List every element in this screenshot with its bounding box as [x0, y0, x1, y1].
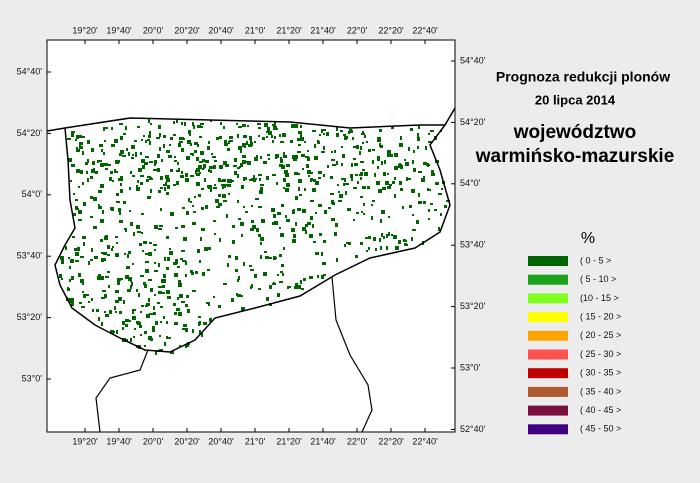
legend-swatch — [528, 405, 568, 416]
x-axis-label: 20°0' — [143, 436, 164, 446]
x-axis-label: 20°40' — [208, 25, 234, 35]
legend-label: ( 35 - 40 > — [580, 386, 621, 396]
legend-title: % — [581, 230, 595, 247]
region-name: warmińsko-mazurskie — [475, 146, 675, 167]
legend-swatch — [528, 274, 568, 285]
x-axis-label: 19°40' — [106, 436, 132, 446]
y-axis-label: 53°0' — [460, 362, 481, 372]
y-axis-label: 54°40' — [17, 66, 43, 76]
legend-label: ( 30 - 35 > — [580, 368, 621, 378]
legend-swatch — [528, 312, 568, 323]
legend-swatch — [528, 293, 568, 304]
legend-swatch — [528, 368, 568, 379]
x-axis-label: 21°40' — [310, 436, 336, 446]
y-axis-label: 54°40' — [460, 55, 486, 65]
legend-label: ( 0 - 5 > — [580, 255, 611, 265]
x-axis-label: 21°20' — [276, 436, 302, 446]
x-axis-label: 22°20' — [378, 25, 404, 35]
x-axis-label: 20°20' — [174, 25, 200, 35]
map-title: Prognoza redukcji plonów — [496, 69, 670, 85]
legend-swatch — [528, 424, 568, 435]
y-axis-label: 53°40' — [460, 240, 486, 250]
legend-label: ( 25 - 30 > — [580, 349, 621, 359]
x-axis-label: 21°0' — [245, 436, 266, 446]
border-line — [331, 276, 373, 433]
x-axis-label: 22°40' — [412, 25, 438, 35]
x-axis-label: 20°0' — [143, 25, 164, 35]
legend-label: ( 20 - 25 > — [580, 330, 621, 340]
legend-label: ( 40 - 45 > — [580, 405, 621, 415]
legend-label: (10 - 15 > — [580, 293, 619, 303]
x-axis-label: 19°20' — [72, 25, 98, 35]
x-axis-label: 21°0' — [245, 25, 266, 35]
x-axis-label: 20°20' — [174, 436, 200, 446]
legend-swatch — [528, 349, 568, 360]
y-axis-label: 53°40' — [17, 251, 43, 261]
x-axis-label: 22°0' — [347, 436, 368, 446]
legend-label: ( 5 - 10 > — [580, 274, 616, 284]
x-axis-label: 21°20' — [276, 25, 302, 35]
x-axis-label: 19°20' — [72, 436, 98, 446]
border-line — [444, 107, 456, 126]
region-border — [54, 117, 451, 353]
legend-label: ( 15 - 20 > — [580, 311, 621, 321]
y-axis-label: 52°40' — [460, 424, 486, 434]
y-axis-label: 54°0' — [460, 178, 481, 188]
region-layer — [46, 107, 456, 433]
legend-label: ( 45 - 50 > — [580, 424, 621, 434]
x-axis-label: 22°0' — [347, 25, 368, 35]
crop-pixels — [59, 119, 450, 355]
x-axis-label: 21°40' — [310, 25, 336, 35]
y-axis-label: 53°20' — [17, 312, 43, 322]
x-axis-label: 19°40' — [106, 25, 132, 35]
y-axis-label: 53°20' — [460, 301, 486, 311]
legend-swatch — [528, 386, 568, 397]
x-axis-label: 22°20' — [378, 436, 404, 446]
region-name: województwo — [513, 122, 636, 143]
legend-swatch — [528, 256, 568, 266]
y-axis-label: 54°0' — [22, 189, 43, 199]
x-axis-label: 20°40' — [208, 436, 234, 446]
coast-line — [46, 127, 66, 132]
y-axis-label: 54°20' — [17, 128, 43, 138]
y-axis-label: 54°20' — [460, 117, 486, 127]
x-axis-label: 22°40' — [412, 436, 438, 446]
border-line — [95, 349, 149, 433]
legend-swatch — [528, 330, 568, 341]
y-axis-label: 53°0' — [22, 373, 43, 383]
map-date: 20 lipca 2014 — [535, 92, 616, 107]
